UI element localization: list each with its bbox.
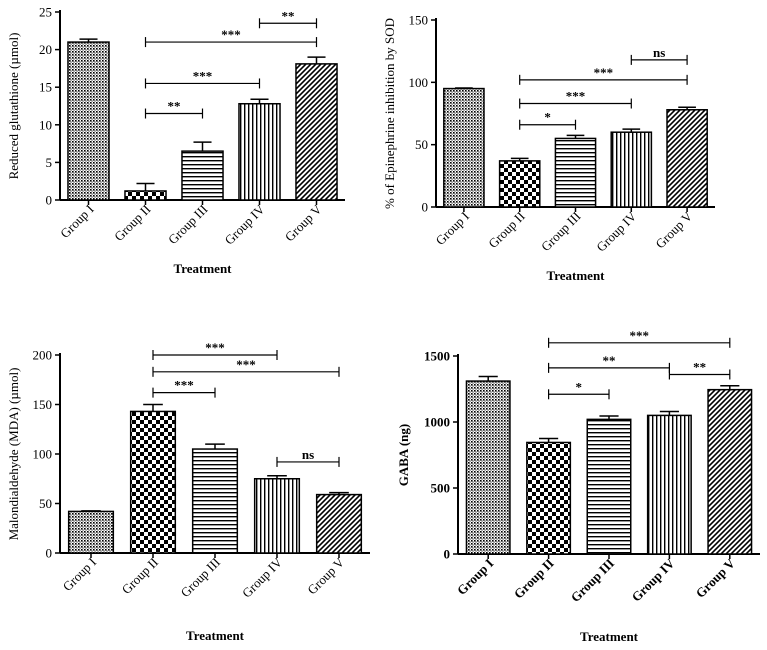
bar-group-i bbox=[443, 87, 485, 208]
x-tick-label: Group I bbox=[57, 202, 96, 241]
significance-label: ** bbox=[693, 359, 706, 374]
bar-group-ii bbox=[498, 160, 541, 208]
y-tick-label: 150 bbox=[33, 397, 53, 412]
bar-group-iii bbox=[586, 418, 632, 555]
x-tick-label: Group I bbox=[454, 556, 496, 598]
significance-label: ns bbox=[653, 45, 665, 60]
bar-group-ii bbox=[129, 410, 177, 554]
x-axis-label: Treatment bbox=[174, 261, 233, 276]
significance-label: *** bbox=[629, 328, 649, 343]
y-tick-label: 100 bbox=[409, 75, 429, 90]
x-tick-label: Group V bbox=[282, 201, 325, 244]
bar-group-ii bbox=[124, 190, 167, 201]
x-tick-label: Group V bbox=[693, 555, 739, 601]
y-tick-label: 0 bbox=[444, 547, 451, 562]
y-tick-label: 15 bbox=[39, 80, 52, 95]
y-tick-label: 5 bbox=[46, 155, 53, 170]
significance-label: ** bbox=[168, 99, 181, 114]
y-tick-label: 150 bbox=[409, 13, 429, 28]
significance-label: ** bbox=[282, 8, 295, 23]
bar-group-v bbox=[315, 493, 363, 554]
bar-group-iii bbox=[554, 137, 597, 208]
bar-group-iv bbox=[253, 478, 301, 554]
bar-group-v bbox=[295, 63, 338, 201]
y-axis-label: Malondialdehyde (MDA) (µmol) bbox=[6, 368, 21, 541]
y-tick-label: 200 bbox=[33, 348, 53, 363]
bar-group-i bbox=[465, 380, 511, 555]
x-tick-label: Group IV bbox=[222, 201, 269, 248]
x-tick-label: Group II bbox=[111, 202, 154, 245]
y-tick-label: 0 bbox=[422, 200, 429, 215]
bar-group-i bbox=[67, 510, 115, 554]
significance-label: *** bbox=[174, 378, 194, 393]
bar-group-iv bbox=[646, 414, 692, 555]
y-axis-label: Reduced glutathione (µmol) bbox=[6, 33, 21, 180]
x-tick-label: Group V bbox=[304, 554, 347, 597]
significance-label: *** bbox=[236, 357, 256, 372]
y-axis-label: GABA (ng) bbox=[396, 424, 411, 486]
x-tick-label: Group IV bbox=[239, 554, 286, 601]
y-tick-label: 0 bbox=[46, 546, 53, 561]
bar-group-iv bbox=[610, 131, 653, 208]
y-tick-label: 10 bbox=[39, 117, 52, 132]
x-axis-label: Treatment bbox=[186, 628, 245, 643]
x-tick-label: Group III bbox=[165, 202, 211, 248]
x-tick-label: Group IV bbox=[593, 208, 640, 255]
significance-label: *** bbox=[221, 27, 241, 42]
y-tick-label: 20 bbox=[39, 42, 52, 57]
x-tick-label: Group II bbox=[485, 209, 528, 252]
y-tick-label: 50 bbox=[39, 496, 52, 511]
bar-group-i bbox=[67, 41, 110, 201]
bar-group-v bbox=[666, 109, 708, 208]
bar-group-iv bbox=[238, 102, 281, 201]
bar-group-iii bbox=[191, 448, 239, 554]
significance-label: *** bbox=[193, 68, 213, 83]
x-axis-label: Treatment bbox=[580, 629, 639, 644]
x-axis-label: Treatment bbox=[547, 268, 606, 283]
significance-label: *** bbox=[205, 340, 225, 355]
y-tick-label: 500 bbox=[431, 481, 451, 496]
bar-group-ii bbox=[526, 441, 572, 555]
sod-inhibition-chart: 0 50 100 150 % of Epinephrine inhibition by … bbox=[382, 13, 715, 283]
significance-label: *** bbox=[594, 65, 614, 80]
x-tick-label: Group III bbox=[568, 556, 618, 606]
significance-label: ns bbox=[302, 447, 314, 462]
significance-label: ** bbox=[603, 353, 616, 368]
x-tick-label: Group V bbox=[652, 208, 695, 251]
x-tick-label: Group III bbox=[538, 209, 584, 255]
y-tick-label: 25 bbox=[39, 5, 52, 20]
significance-label: * bbox=[576, 379, 583, 394]
significance-label: *** bbox=[566, 89, 586, 104]
bar-group-iii bbox=[181, 150, 224, 201]
x-tick-label: Group IV bbox=[629, 555, 678, 604]
y-tick-label: 0 bbox=[46, 193, 53, 208]
significance-label: * bbox=[544, 110, 551, 125]
y-tick-label: 50 bbox=[415, 137, 428, 152]
y-tick-label: 1500 bbox=[424, 349, 450, 364]
y-tick-label: 1000 bbox=[424, 415, 450, 430]
x-tick-label: Group I bbox=[60, 555, 99, 594]
mda-chart: 0 50 100 150 200 Malondialdehyde (MDA) (µmol)… bbox=[6, 340, 370, 643]
glutathione-chart: 0 5 10 15 20 25 Reduced glutathione (µmol) Grou… bbox=[6, 5, 345, 276]
y-tick-label: 100 bbox=[33, 447, 53, 462]
x-tick-label: Group I bbox=[433, 209, 472, 248]
x-tick-label: Group II bbox=[511, 556, 557, 602]
x-tick-label: Group III bbox=[178, 555, 224, 601]
x-tick-label: Group II bbox=[119, 555, 162, 598]
y-axis-label: % of Epinephrine inhibition by SOD bbox=[382, 18, 397, 209]
bar-group-v bbox=[707, 388, 753, 555]
